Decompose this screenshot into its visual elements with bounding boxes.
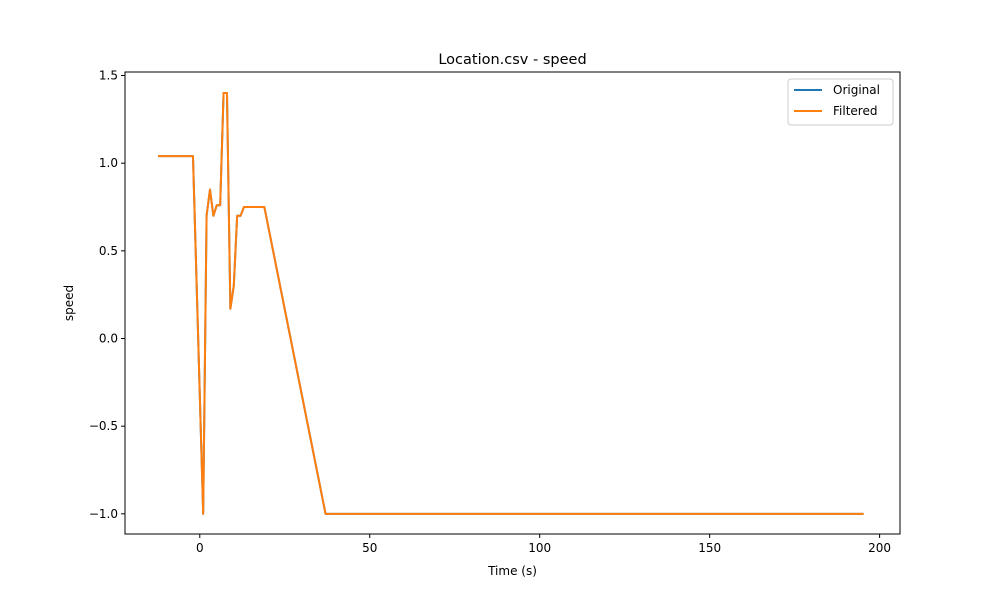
y-tick-label: −0.5 [89,419,118,433]
y-tick-label: −1.0 [89,507,118,521]
y-ticks: −1.0 −0.5 0.0 0.5 1.0 1.5 [89,69,125,521]
x-tick-label: 100 [528,541,551,555]
series-line-filtered [157,92,864,515]
chart-title: Location.csv - speed [438,52,586,68]
y-tick-label: 0.0 [99,332,118,346]
legend-label-filtered: Filtered [833,104,877,118]
x-tick-label: 150 [698,541,721,555]
y-tick-label: 1.5 [99,69,118,83]
y-tick-label: 1.0 [99,156,118,170]
y-axis-label: speed [62,285,76,321]
x-axis-label: Time (s) [487,564,537,578]
y-tick-label: 0.5 [99,244,118,258]
series-layer [157,92,864,515]
legend-label-original: Original [833,83,880,97]
plot-area-frame [124,71,901,535]
x-tick-label: 200 [868,541,891,555]
x-tick-label: 0 [196,541,204,555]
legend: Original Filtered [787,78,894,126]
x-tick-label: 50 [362,541,377,555]
x-ticks: 0 50 100 150 200 [196,534,891,555]
